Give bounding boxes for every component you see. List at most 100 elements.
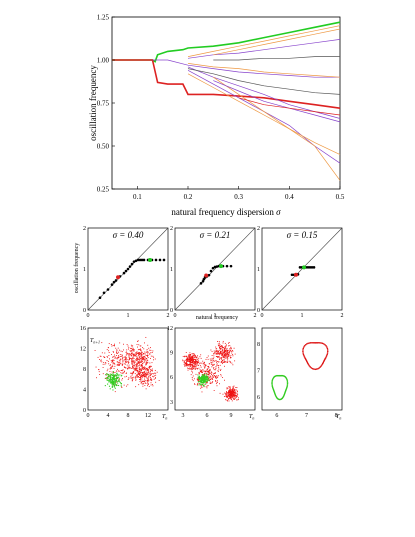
red-point [142, 357, 144, 359]
green-point [286, 384, 289, 386]
red-point [105, 373, 107, 375]
green-point [111, 382, 113, 384]
green-point [118, 384, 120, 387]
red-point [150, 379, 152, 381]
red-point [227, 350, 229, 352]
red-point [149, 371, 151, 373]
red-point [218, 367, 220, 369]
red-point [108, 343, 110, 345]
red-point [225, 353, 227, 355]
red-point [201, 387, 203, 388]
red-point [140, 363, 142, 365]
red-point [191, 353, 193, 355]
red-point [117, 361, 119, 363]
red-point [141, 351, 143, 353]
red-point [131, 379, 133, 381]
red-point [208, 366, 210, 368]
black-point [114, 279, 118, 282]
red-point [228, 396, 230, 398]
red-point [100, 360, 102, 362]
red-point [192, 359, 194, 361]
red-point [224, 352, 225, 354]
red-point [145, 380, 147, 382]
red-point [126, 357, 128, 359]
red-point [189, 368, 191, 370]
red-point [122, 369, 124, 371]
green-point [201, 381, 203, 384]
green-point [197, 376, 199, 378]
red-point [189, 360, 191, 362]
red-point [119, 349, 120, 351]
red-point [138, 358, 140, 360]
red-point [148, 386, 150, 387]
red-point [232, 388, 234, 390]
red-point [227, 362, 229, 363]
red-point [196, 378, 198, 380]
red-point [209, 369, 211, 371]
red-point [136, 344, 138, 346]
red-point [133, 350, 135, 352]
red-point [194, 356, 196, 358]
red-point [141, 383, 143, 385]
red-point [223, 357, 225, 359]
red-point [204, 273, 209, 278]
red-point [150, 347, 151, 349]
red-point [182, 355, 184, 357]
red-point [223, 396, 225, 397]
red-point [141, 374, 143, 376]
red-point [136, 353, 138, 355]
red-point [142, 371, 144, 373]
green-point [111, 385, 113, 387]
red-point [133, 354, 135, 356]
red-point [220, 375, 222, 377]
green-point [271, 385, 274, 387]
red-point [232, 398, 234, 400]
red-point [220, 348, 222, 350]
red-point [191, 360, 193, 362]
red-point [197, 359, 199, 361]
red-point [192, 367, 194, 369]
red-point [115, 347, 117, 349]
green-point [113, 382, 115, 384]
top-series-line [187, 73, 341, 155]
red-point [141, 368, 143, 370]
red-point [119, 362, 121, 364]
red-point [149, 366, 151, 368]
red-point [140, 374, 142, 376]
red-point [126, 375, 127, 377]
red-point [136, 370, 138, 372]
red-point [215, 359, 217, 361]
red-point [325, 354, 328, 357]
red-point [126, 349, 128, 351]
red-point [233, 385, 235, 387]
middle-panel-frame [261, 227, 343, 311]
red-point [129, 366, 130, 368]
bottom-y-tick-label: 12 [167, 326, 173, 332]
red-point [216, 351, 218, 353]
red-point [213, 352, 215, 354]
red-point [152, 385, 154, 387]
red-point [195, 362, 197, 364]
red-point [224, 357, 226, 359]
green-point [286, 382, 289, 385]
red-point [192, 358, 194, 360]
red-point [219, 364, 221, 366]
red-point [230, 396, 232, 398]
green-point [199, 383, 201, 385]
green-point [109, 380, 111, 382]
top-x-tick-label: 0.3 [234, 193, 243, 201]
red-point [136, 363, 138, 365]
red-point [191, 356, 193, 358]
red-point [136, 375, 138, 376]
red-point [195, 356, 197, 358]
red-point [206, 381, 208, 383]
red-point [302, 349, 304, 351]
red-point [114, 356, 116, 358]
red-point [153, 375, 155, 377]
red-point [206, 368, 208, 370]
red-point [190, 368, 192, 370]
red-point [150, 373, 152, 375]
green-point [115, 375, 118, 377]
red-point [117, 364, 119, 366]
